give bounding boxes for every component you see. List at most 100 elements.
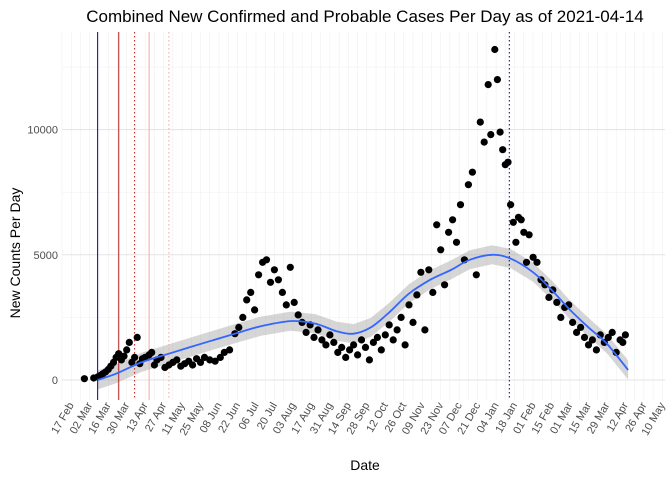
data-point [302, 328, 310, 336]
y-axis-title: New Counts Per Day [7, 188, 23, 319]
data-point [577, 323, 585, 331]
data-point [499, 146, 507, 154]
data-point [533, 258, 541, 266]
data-point [545, 293, 553, 301]
data-point [314, 326, 322, 334]
data-point [557, 313, 565, 321]
data-point [266, 278, 275, 286]
data-point [476, 118, 484, 126]
data-point [357, 336, 366, 344]
data-point [354, 351, 362, 359]
data-point [377, 346, 385, 354]
data-point [509, 218, 517, 226]
data-point [512, 238, 520, 246]
data-point [608, 328, 616, 336]
data-point [196, 358, 205, 366]
data-point [334, 348, 342, 356]
y-tick-label: 5000 [34, 250, 58, 262]
data-point [429, 288, 437, 296]
data-point [131, 353, 139, 361]
data-point [239, 313, 247, 321]
data-point [529, 253, 537, 261]
data-point [413, 291, 421, 299]
data-point [346, 346, 354, 354]
data-point [120, 352, 128, 360]
data-point [247, 288, 255, 296]
y-tick-label: 0 [52, 375, 58, 387]
data-point [507, 201, 515, 209]
data-point [326, 331, 334, 339]
data-point [278, 288, 286, 296]
data-point [270, 266, 278, 274]
data-point [409, 318, 417, 326]
data-point [338, 343, 346, 351]
data-point [385, 321, 393, 329]
data-point [173, 356, 181, 364]
data-point [437, 246, 445, 254]
data-points [80, 45, 630, 383]
data-point [484, 81, 492, 89]
data-point [189, 361, 197, 369]
data-point [401, 341, 409, 349]
data-point [496, 128, 504, 136]
data-point [365, 356, 373, 364]
data-point [553, 298, 561, 306]
data-point [393, 326, 401, 334]
data-point [373, 333, 381, 341]
event-lines [97, 32, 510, 400]
data-point [350, 341, 358, 349]
data-point [148, 348, 156, 356]
data-point [493, 76, 501, 84]
data-point [487, 131, 495, 139]
data-point [361, 343, 370, 351]
chart-title: Combined New Confirmed and Probable Case… [86, 7, 644, 26]
data-point [243, 296, 251, 304]
data-point [405, 301, 413, 309]
data-point [464, 181, 472, 189]
data-point [133, 333, 141, 341]
data-point [541, 281, 549, 289]
data-point [491, 45, 499, 54]
data-point [569, 318, 577, 326]
data-point [612, 348, 620, 356]
data-point [573, 328, 581, 336]
data-point [445, 228, 453, 236]
grid-lines [61, 32, 665, 400]
data-point [441, 281, 449, 289]
data-point [389, 336, 397, 344]
data-point [235, 323, 243, 331]
data-point [421, 326, 429, 334]
y-tick-label: 10000 [27, 125, 58, 137]
data-point [456, 201, 465, 209]
smooth-trend-line [97, 253, 629, 381]
data-point [294, 311, 302, 319]
data-point [369, 338, 377, 346]
data-point [433, 221, 441, 229]
data-point [318, 336, 326, 344]
data-point [504, 158, 512, 166]
data-point [600, 338, 608, 346]
data-point [480, 138, 488, 146]
data-point [472, 271, 480, 279]
data-point [452, 238, 461, 246]
data-point [211, 357, 219, 365]
data-point [584, 341, 593, 349]
x-axis-title: Date [350, 457, 380, 473]
data-point [286, 263, 294, 271]
data-point [621, 331, 630, 339]
data-point [619, 338, 627, 346]
smooth-line [97, 253, 629, 381]
y-axis-ticks: 0 5000 10000 [27, 125, 58, 387]
data-point [468, 168, 476, 176]
data-point [592, 346, 601, 354]
data-point [342, 353, 350, 361]
data-point [522, 258, 531, 266]
data-point [417, 268, 425, 276]
data-point [330, 338, 338, 346]
data-point [322, 341, 330, 349]
data-point [251, 306, 259, 314]
data-point [262, 256, 271, 264]
data-point [525, 231, 533, 239]
